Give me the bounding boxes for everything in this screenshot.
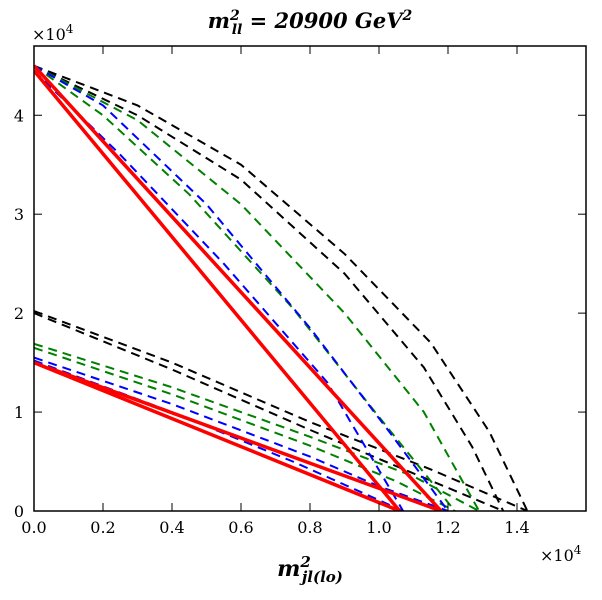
x-tick-label: 0.6 bbox=[228, 518, 253, 537]
x-axis-multiplier: ×104 bbox=[540, 543, 582, 565]
series-line-red-solid-lower bbox=[47, 365, 442, 511]
series-line-green-dashed-outer-lower bbox=[34, 342, 480, 511]
y-tick-label: 1 bbox=[14, 403, 24, 422]
chart-title: m2 ll = 20900 GeV2 bbox=[208, 8, 413, 38]
series-line-blue-dashed-lower-b bbox=[34, 359, 404, 511]
y-axis-multiplier: ×104 bbox=[32, 22, 74, 44]
series-line-red-solid-upper-inner bbox=[34, 69, 402, 511]
series-line-red-solid-lower-inner bbox=[34, 360, 401, 511]
x-tick-label: 0.8 bbox=[297, 518, 322, 537]
series-line-blue-dashed-lower-a bbox=[34, 356, 449, 511]
x-tick-label: 0.0 bbox=[21, 518, 46, 537]
series-line-green-dashed-inner-lower bbox=[34, 346, 456, 511]
x-axis-label: m2 jl(lo) bbox=[277, 553, 343, 586]
y-tick-label: 3 bbox=[14, 205, 24, 224]
series-line-black-dashed-outer-upper bbox=[34, 64, 529, 511]
x-tick-label: 1.4 bbox=[504, 518, 529, 537]
series-line-black-dashed-inner-upper bbox=[34, 64, 505, 511]
x-tick-label: 1.2 bbox=[435, 518, 460, 537]
series-line-black-dashed-inner-lower bbox=[34, 312, 504, 511]
series-line-blue-dashed-upper-a bbox=[34, 64, 449, 511]
series-line-black-dashed-outer-lower bbox=[34, 310, 528, 511]
ticks-layer: 0.0 0.2 0.4 0.6 0.8 1.0 1.2 1.4 0 1 2 3 4 bbox=[14, 46, 586, 537]
series-line-green-dashed-outer-upper bbox=[34, 64, 480, 511]
plot-frame bbox=[33, 45, 587, 512]
y-tick-label: 4 bbox=[14, 106, 24, 125]
y-tick-label: 2 bbox=[14, 304, 24, 323]
x-tick-label: 0.4 bbox=[159, 518, 184, 537]
series-layer bbox=[34, 64, 529, 511]
x-tick-label: 0.2 bbox=[90, 518, 115, 537]
y-tick-label: 0 bbox=[14, 502, 24, 521]
series-line-green-dashed-inner-upper bbox=[34, 64, 456, 511]
series-line-red-solid-upper bbox=[34, 64, 443, 511]
x-tick-label: 1.0 bbox=[366, 518, 391, 537]
